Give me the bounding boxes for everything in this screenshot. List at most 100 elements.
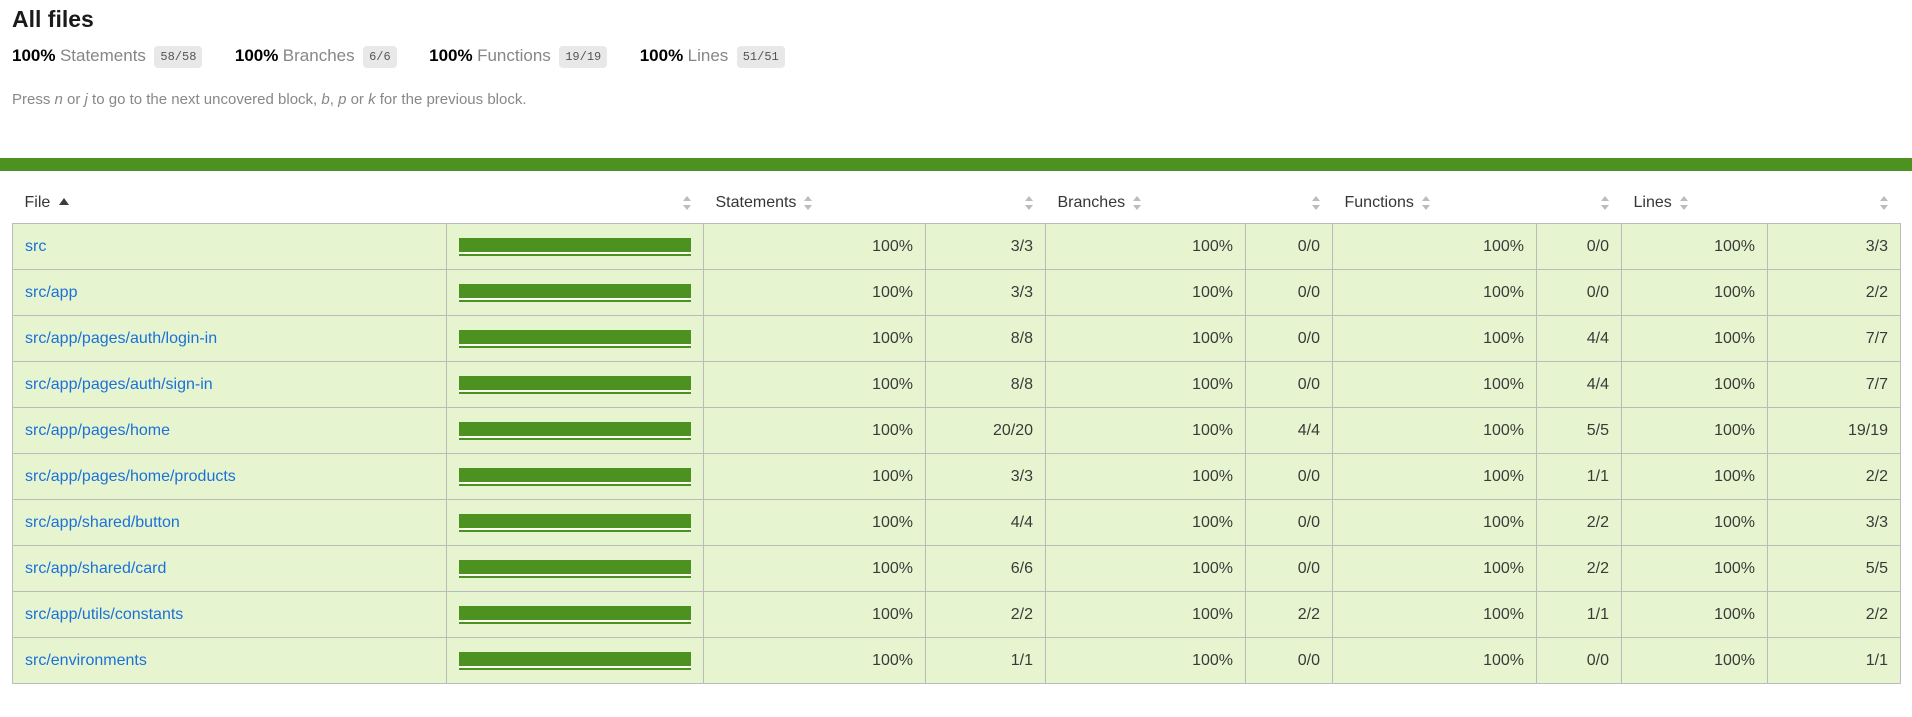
percent-cell: 100% [1621,591,1768,638]
file-cell: src/app/pages/auth/login-in [12,315,447,362]
percent-cell: 100% [703,223,926,270]
coverage-bar-cell [446,637,704,684]
column-header-branches-ratio[interactable] [1245,183,1333,224]
percent-cell: 100% [703,637,926,684]
file-link[interactable]: src/app/shared/card [25,560,167,577]
column-header-bar[interactable] [446,183,704,224]
percent-cell: 100% [1045,637,1246,684]
coverage-bar-fill [459,605,691,624]
file-link[interactable]: src/app/utils/constants [25,606,184,623]
percent-cell: 100% [1045,545,1246,592]
ratio-cell: 4/4 [925,499,1046,546]
branches-fraction-badge: 6/6 [363,46,397,68]
percent-cell: 100% [1332,499,1537,546]
column-header-lines-ratio[interactable] [1767,183,1901,224]
percent-cell: 100% [1332,591,1537,638]
ratio-cell: 3/3 [925,269,1046,316]
coverage-bar [459,329,691,348]
shortcut-key: j [84,91,88,108]
coverage-status-line [0,158,1912,171]
hint-text: Press [12,91,55,108]
ratio-cell: 3/3 [925,453,1046,500]
file-link[interactable]: src/environments [25,652,147,669]
coverage-table-wrapper: File Statements Branches Functions Lines [0,171,1912,696]
ratio-cell: 4/4 [1245,407,1333,454]
statements-fraction-badge: 58/58 [154,46,203,68]
ratio-cell: 0/0 [1245,361,1333,408]
ratio-cell: 2/2 [925,591,1046,638]
table-row: src 100% 3/3 100% 0/0 100% 0/0 100% 3/3 [12,223,1901,270]
file-cell: src/environments [12,637,447,684]
column-header-functions[interactable]: Functions [1332,183,1537,224]
percent-cell: 100% [1621,499,1768,546]
branches-label: Branches [282,46,355,65]
percent-cell: 100% [1045,315,1246,362]
ratio-cell: 0/0 [1245,269,1333,316]
branches-percent: 100% [234,46,279,65]
percent-cell: 100% [1332,223,1537,270]
coverage-bar [459,651,691,670]
ratio-cell: 3/3 [925,223,1046,270]
shortcut-key: k [368,91,376,108]
ratio-cell: 0/0 [1245,315,1333,362]
file-link[interactable]: src/app [25,284,78,301]
sort-ascending-icon [59,198,70,205]
file-cell: src/app/utils/constants [12,591,447,638]
column-header-file[interactable]: File [12,183,447,224]
functions-percent: 100% [429,46,473,65]
file-link[interactable]: src/app/pages/home/products [25,468,236,485]
percent-cell: 100% [703,407,926,454]
coverage-bar-cell [446,591,704,638]
column-header-lines[interactable]: Lines [1621,183,1768,224]
column-header-statements[interactable]: Statements [703,183,926,224]
ratio-cell: 1/1 [1767,637,1901,684]
coverage-bar [459,421,691,440]
table-row: src/app/shared/button 100% 4/4 100% 0/0 100% 2… [12,499,1901,546]
coverage-bar [459,513,691,532]
coverage-bar-fill [459,329,691,348]
coverage-bar [459,375,691,394]
ratio-cell: 0/0 [1245,499,1333,546]
file-link[interactable]: src/app/pages/home [25,422,170,439]
statements-label: Statements [59,46,146,65]
report-header: All files 100% Statements 58/58 100% Bra… [0,6,1912,109]
coverage-bar [459,559,691,578]
sort-icon [1679,195,1689,211]
file-link[interactable]: src/app/shared/button [25,514,180,531]
column-header-statements-ratio[interactable] [925,183,1046,224]
table-row: src/app 100% 3/3 100% 0/0 100% 0/0 100% 2/2 [12,269,1901,316]
ratio-cell: 0/0 [1536,269,1622,316]
percent-cell: 100% [703,315,926,362]
file-link[interactable]: src/app/pages/auth/sign-in [25,376,213,393]
ratio-cell: 2/2 [1245,591,1333,638]
ratio-cell: 0/0 [1245,545,1333,592]
ratio-cell: 3/3 [1767,499,1901,546]
percent-cell: 100% [1332,315,1537,362]
column-header-functions-ratio[interactable] [1536,183,1622,224]
ratio-cell: 4/4 [1536,361,1622,408]
coverage-bar [459,283,691,302]
hint-text: for the previous block. [375,91,527,108]
column-header-branches[interactable]: Branches [1045,183,1246,224]
ratio-cell: 2/2 [1536,545,1622,592]
sort-icon [1133,195,1142,211]
hint-text: or [62,91,85,108]
ratio-cell: 7/7 [1767,315,1901,362]
table-row: src/app/pages/auth/sign-in 100% 8/8 100% 0/0… [12,361,1901,408]
sort-icon [1311,195,1321,211]
percent-cell: 100% [1621,545,1768,592]
table-row: src/app/shared/card 100% 6/6 100% 0/0 100% 2/2… [12,545,1901,592]
ratio-cell: 2/2 [1536,499,1622,546]
table-header-row: File Statements Branches Functions Lines [12,183,1901,224]
coverage-bar-cell [446,499,704,546]
percent-cell: 100% [1621,223,1768,270]
file-link[interactable]: src/app/pages/auth/login-in [25,330,218,347]
ratio-cell: 5/5 [1767,545,1901,592]
coverage-bar-cell [446,223,704,270]
file-cell: src [12,223,447,270]
ratio-cell: 0/0 [1245,223,1333,270]
ratio-cell: 8/8 [925,315,1046,362]
file-link[interactable]: src [25,238,47,255]
statements-percent: 100% [12,46,56,65]
coverage-bar-cell [446,315,704,362]
